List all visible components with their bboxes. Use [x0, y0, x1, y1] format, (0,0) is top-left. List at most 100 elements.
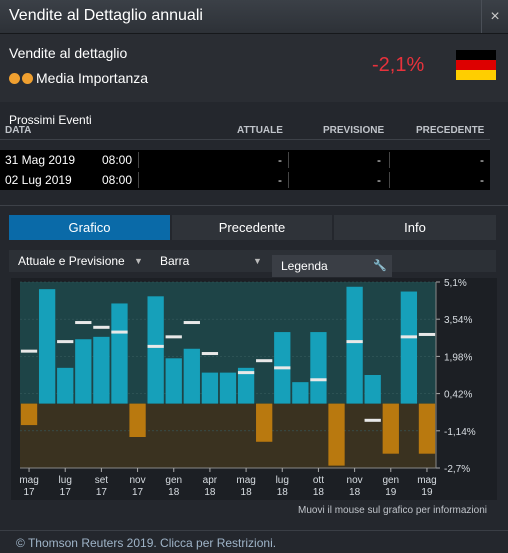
y-tick-label: -1,14% — [444, 427, 476, 438]
bar — [129, 403, 146, 437]
column-header-date: DATA — [5, 125, 32, 136]
forecast-marker — [201, 352, 219, 356]
tab-grafico[interactable]: Grafico — [9, 215, 170, 240]
event-time: 08:00 — [102, 153, 133, 167]
x-tick-label-month: lug — [276, 475, 289, 486]
chevron-down-icon: ▼ — [134, 256, 143, 266]
forecast-marker — [418, 332, 436, 336]
importance-label: Media Importanza — [36, 70, 149, 86]
bar — [219, 372, 237, 404]
importance-dot-icon — [9, 72, 20, 84]
copyright-link[interactable]: © Thomson Reuters 2019. Clicca per Restr… — [16, 536, 277, 550]
x-tick-label-year: 17 — [96, 487, 108, 498]
importance-indicator: Media Importanza — [9, 70, 148, 86]
forecast-marker — [111, 330, 128, 334]
y-tick-label: 0,42% — [444, 390, 472, 401]
bar — [183, 348, 200, 404]
event-row[interactable]: 31 Mag 2019 08:00 - - - — [0, 150, 490, 170]
x-tick-label-month: apr — [203, 475, 218, 486]
bar — [38, 289, 56, 404]
bar — [346, 286, 363, 404]
x-tick-label-month: set — [95, 475, 109, 486]
bar — [165, 358, 182, 404]
indicator-header: Vendite al dettaglio Media Importanza -2… — [0, 34, 508, 102]
x-tick-label-year: 17 — [23, 487, 35, 498]
forecast-marker — [165, 335, 182, 339]
forecast-marker — [93, 325, 110, 329]
event-actual: - — [278, 173, 282, 187]
indicator-value: -2,1% — [372, 54, 425, 76]
bar — [57, 367, 74, 404]
event-date: 31 Mag 2019 — [5, 153, 76, 167]
x-tick-label-year: 18 — [277, 487, 289, 498]
footer: © Thomson Reuters 2019. Clicca per Restr… — [0, 530, 508, 553]
x-tick-label-month: mag — [19, 475, 38, 486]
x-tick-label-year: 18 — [168, 487, 180, 498]
forecast-marker — [346, 340, 363, 344]
x-tick-label-month: mag — [417, 475, 436, 486]
x-tick-label-year: 18 — [313, 487, 325, 498]
bar — [237, 367, 255, 404]
x-tick-label-year: 19 — [421, 487, 433, 498]
event-row[interactable]: 02 Lug 2019 08:00 - - - — [0, 170, 490, 190]
event-date: 02 Lug 2019 — [5, 173, 72, 187]
bar — [111, 303, 128, 404]
column-header-previous: PRECEDENTE — [416, 125, 485, 136]
forecast-marker — [75, 321, 92, 325]
forecast-marker — [364, 418, 381, 422]
event-forecast: - — [377, 153, 381, 167]
tab-precedente[interactable]: Precedente — [172, 215, 332, 240]
x-tick-label-month: nov — [347, 475, 363, 486]
bar — [201, 372, 219, 404]
y-tick-label: 5,1% — [444, 278, 467, 289]
bar — [93, 336, 110, 404]
bar — [418, 403, 436, 454]
window-title: Vendite al Dettaglio annuali — [9, 7, 203, 24]
window-titlebar: Vendite al Dettaglio annuali × — [0, 0, 508, 34]
forecast-marker — [274, 366, 291, 370]
bar — [20, 403, 38, 426]
importance-dot-icon — [22, 72, 33, 84]
forecast-marker — [400, 335, 418, 339]
forecast-marker — [57, 340, 74, 344]
x-tick-label-year: 18 — [349, 487, 361, 498]
forecast-marker — [183, 321, 200, 325]
forecast-marker — [20, 349, 38, 353]
series-select[interactable]: Attuale e Previsione ▼ — [9, 250, 149, 272]
x-tick-label-year: 17 — [60, 487, 72, 498]
chart-hint: Muovi il mouse sul grafico per informazi… — [298, 505, 487, 516]
type-select-value: Barra — [160, 254, 190, 268]
wrench-icon: 🔧 — [373, 260, 387, 272]
x-tick-label-month: gen — [382, 475, 399, 486]
forecast-marker — [310, 378, 327, 382]
x-tick-label-month: ott — [313, 475, 324, 486]
y-tick-label: -2,7% — [444, 464, 470, 475]
event-previous: - — [480, 173, 484, 187]
x-tick-label-year: 17 — [132, 487, 144, 498]
forecast-marker — [147, 344, 164, 348]
legend-button[interactable]: Legenda 🔧 — [272, 255, 392, 277]
column-header-forecast: PREVISIONE — [323, 125, 385, 136]
bar — [400, 291, 418, 404]
event-time: 08:00 — [102, 173, 133, 187]
x-tick-label-year: 18 — [241, 487, 253, 498]
type-select[interactable]: Barra ▼ — [151, 250, 272, 272]
x-tick-label-month: lug — [59, 475, 72, 486]
column-header-actual: ATTUALE — [237, 125, 283, 136]
event-actual: - — [278, 153, 282, 167]
bar — [256, 403, 273, 442]
bar — [328, 403, 345, 466]
y-tick-label: 1,98% — [444, 352, 472, 363]
event-forecast: - — [377, 173, 381, 187]
tab-info[interactable]: Info — [334, 215, 496, 240]
bar — [147, 296, 164, 404]
bar — [310, 332, 327, 404]
chevron-down-icon: ▼ — [253, 256, 262, 266]
forecast-marker — [237, 371, 255, 375]
close-icon[interactable]: × — [481, 0, 508, 33]
forecast-marker — [256, 359, 273, 363]
plot-negative-area — [20, 403, 436, 468]
legend-button-label: Legenda — [281, 259, 328, 273]
series-select-value: Attuale e Previsione — [18, 254, 125, 268]
